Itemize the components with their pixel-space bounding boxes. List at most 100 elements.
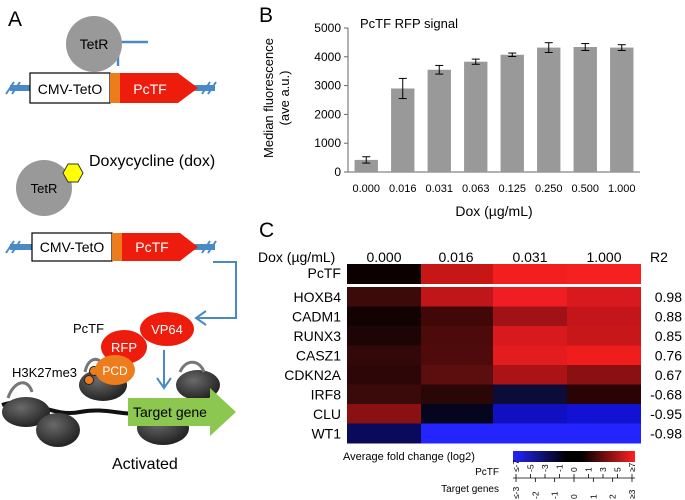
heatmap-legend: Average fold change (log2) PcTF Target g… [343, 451, 637, 499]
heatmap-cell [421, 287, 493, 307]
legend-pctf-tick: -1 [555, 464, 565, 472]
tetr-label: TetR [80, 36, 109, 52]
heatmap-r2-value: 0.88 [655, 309, 682, 325]
heatmap-col-3: 1.000 [586, 249, 621, 265]
heatmap-cell [493, 384, 567, 405]
legend-target-tick: 1 [588, 494, 598, 499]
heatmap-cell [567, 404, 641, 424]
construct-repressed: CMV-TetO PcTF TetR [5, 16, 217, 104]
heatmap-col-1: 0.016 [438, 249, 473, 265]
heatmap-cell [421, 423, 493, 444]
legend-target-tick: ≤-3 [511, 487, 521, 499]
nucleosome-2 [36, 413, 80, 447]
dna-break-right [201, 81, 211, 95]
bar-0.016 [391, 88, 415, 172]
legend-pctf-tick: 5 [613, 467, 623, 472]
heatmap-cell [421, 306, 493, 327]
vp64-label: VP64 [151, 322, 183, 337]
target-gene-arrow [128, 388, 236, 436]
y-tick-label: 1000 [314, 136, 341, 150]
heatmap-cell [567, 326, 641, 346]
heatmap-pctf-cell [493, 264, 567, 284]
x-tick-label: 0.031 [425, 183, 453, 195]
bar-1.000 [610, 47, 634, 172]
heatmap-cell [347, 404, 421, 424]
legend-title: Average fold change (log2) [343, 451, 475, 463]
heatmap-cell [567, 306, 641, 327]
heatmap-pctf-row-label: PcTF [308, 265, 341, 281]
heatmap-cell [421, 384, 493, 405]
tetr-protein-bound [16, 160, 72, 216]
heatmap-dox-header: Dox (µg/mL) [258, 249, 335, 265]
y-tick-label: 4000 [314, 50, 341, 64]
heatmap-cell [493, 287, 567, 307]
legend-pctf-tick: -5 [526, 464, 536, 472]
legend-pctf-tick: -3 [540, 464, 550, 472]
heatmap-cell [493, 345, 567, 366]
bars-group [354, 42, 634, 173]
heatmap-gene-label: HOXB4 [294, 289, 342, 305]
heatmap-r2-value: -0.68 [650, 387, 682, 403]
heatmap-gene-rows: HOXB4 0.98 CADM1 0.88 RUNX3 0.85 CASZ1 0.76 CDKN… [284, 287, 682, 444]
heatmap-cell [421, 365, 493, 385]
heatmap-gene-label: IRF8 [311, 387, 342, 403]
heatmap-cell [567, 345, 641, 366]
x-tick-label: 0.016 [389, 183, 417, 195]
vp64-domain [140, 312, 194, 346]
tetr-label-bound: TetR [31, 181, 58, 196]
bar-0.250 [537, 47, 561, 172]
heatmap-pctf-cell [421, 264, 493, 284]
tetr-protein [66, 16, 122, 72]
heatmap-cell [493, 326, 567, 346]
pctf-gene-label-2: PcTF [135, 239, 168, 255]
heatmap-r2-value: 0.85 [655, 328, 682, 344]
heatmap-gene-label: CADM1 [292, 309, 341, 325]
expression-arrow [198, 261, 237, 319]
pcd-label: PCD [102, 364, 128, 378]
legend-pctf-tick: 1 [584, 467, 594, 472]
pcd-domain [95, 355, 135, 385]
tetr-dox-complex: TetR Doxycycline (dox) [16, 153, 215, 216]
promoter-label: CMV-TetO [38, 81, 103, 97]
y-axis-ticks: 0 1000 2000 3000 4000 5000 [314, 21, 348, 179]
promoter-box [29, 72, 111, 104]
h3k27me3-label: H3K27me3 [12, 365, 77, 380]
x-tick-label: 1.000 [608, 183, 636, 195]
rfp-label: RFP [111, 340, 137, 355]
heatmap-gene-label: CLU [313, 406, 341, 422]
y-tick-label: 3000 [314, 79, 341, 93]
heatmap-gene-label: CASZ1 [296, 348, 341, 364]
heatmap-cell [493, 404, 567, 424]
activated-label: Activated [112, 456, 178, 473]
legend-pctf-tick: ≥7 [627, 462, 637, 472]
heatmap-cell [347, 345, 421, 366]
heatmap-cell [347, 423, 421, 444]
nucleosome-1 [2, 397, 50, 427]
orange-linker [110, 73, 120, 103]
x-tick-label: 0.000 [352, 183, 380, 195]
panel-b-label: B [259, 4, 273, 27]
heatmap-r2-value: 0.76 [655, 348, 682, 364]
pctf-protein-label: PcTF [73, 321, 104, 336]
heatmap-pctf-cell [347, 264, 421, 284]
x-axis-label: Dox (µg/mL) [455, 203, 532, 219]
heatmap-r2-value: 0.67 [655, 367, 682, 383]
panel-c-label: C [259, 219, 274, 242]
legend-target-tick: -1 [550, 491, 560, 499]
bar-0.500 [573, 47, 597, 173]
methyl-mark-1 [84, 375, 94, 385]
heatmap-r2-value: -0.98 [650, 426, 682, 442]
y-tick-label: 2000 [314, 107, 341, 121]
y-tick-label: 5000 [314, 21, 341, 35]
doxycycline-label: Doxycycline (dox) [89, 153, 215, 170]
heatmap-cell [421, 326, 493, 346]
legend-pctf-tick: 3 [598, 467, 608, 472]
pctf-gene-arrow [120, 73, 198, 103]
legend-pctf-tick: 0 [569, 467, 579, 472]
y-axis-label-line1: Median fluorescence [261, 38, 276, 158]
bar-0.063 [464, 61, 488, 172]
y-tick-label: 0 [334, 165, 341, 179]
bar-0.000 [354, 159, 378, 172]
heatmap-col-2: 0.031 [512, 249, 547, 265]
